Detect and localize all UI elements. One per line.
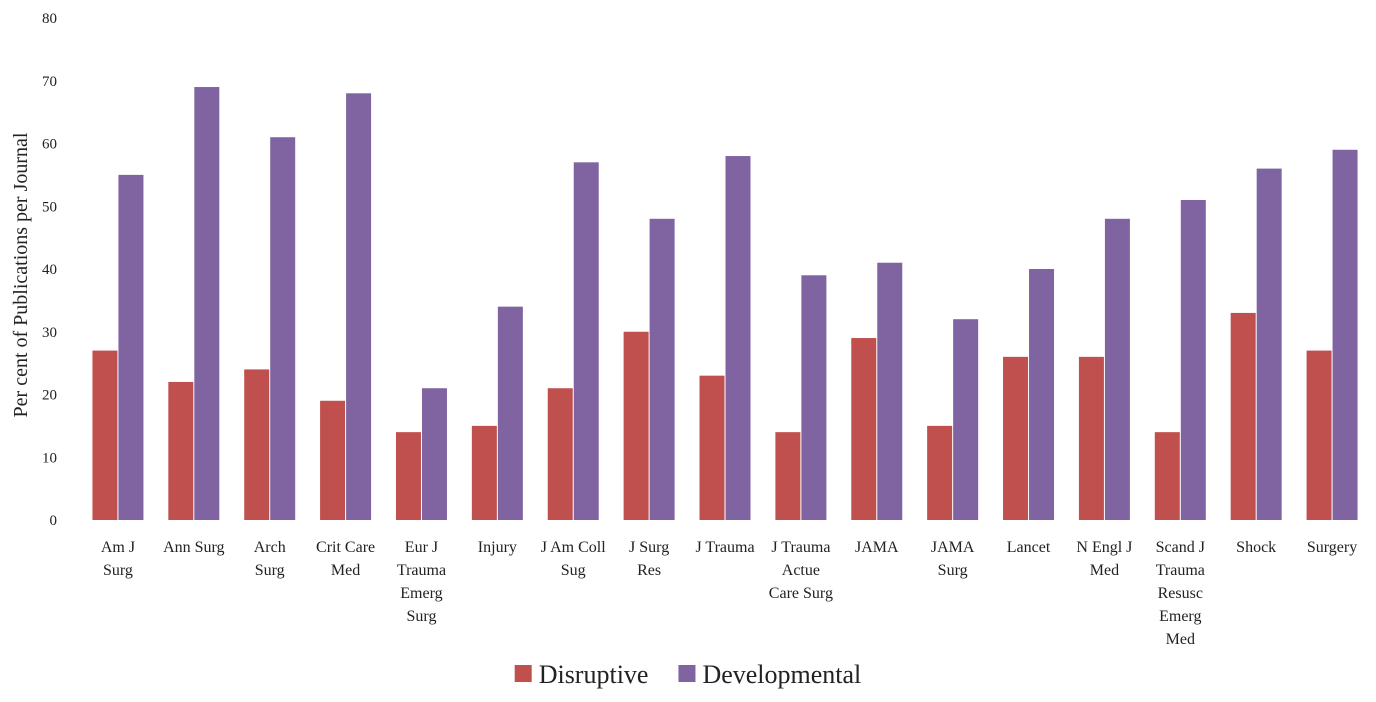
y-tick-label: 80 (42, 11, 57, 27)
bar-disruptive (1230, 312, 1256, 520)
x-tick-label: Crit Care Med (316, 539, 375, 579)
legend: Disruptive Developmental (514, 660, 861, 689)
bar-developmental (1256, 168, 1282, 520)
bar-developmental (1104, 218, 1130, 521)
bar-disruptive (168, 381, 194, 520)
bar-developmental (725, 156, 751, 521)
x-tick-label: J Trauma Actue Care Surg (769, 539, 833, 602)
x-tick-label: J Trauma (695, 539, 754, 556)
x-tick-label: J Am Coll Sug (541, 539, 606, 579)
x-tick-label: JAMA Surg (931, 539, 975, 579)
x-tick-label: J Surg Res (629, 539, 669, 579)
bar-disruptive (1154, 432, 1180, 520)
bars (92, 87, 1358, 521)
bar-disruptive (244, 369, 270, 520)
x-tick-label: Ann Surg (163, 539, 225, 556)
bar-disruptive (851, 338, 877, 520)
bar-developmental (801, 275, 827, 520)
y-axis-title: Per cent of Publications per Journal (10, 132, 32, 417)
y-tick-label: 30 (42, 325, 57, 341)
legend-label-disruptive: Disruptive (539, 660, 649, 689)
y-tick-label: 0 (50, 513, 58, 529)
x-tick-label: Lancet (1007, 539, 1051, 556)
bar-developmental (573, 162, 599, 520)
x-tick-label: N Engl J Med (1076, 539, 1132, 579)
y-axis-ticks: 0 10 20 30 40 50 60 70 80 (42, 11, 57, 529)
x-tick-label: Am J Surg (101, 539, 135, 579)
x-tick-label: Eur J Trauma Emerg Surg (397, 539, 446, 625)
bar-developmental (1180, 199, 1206, 520)
y-tick-label: 60 (42, 137, 57, 153)
bar-disruptive (1306, 350, 1332, 520)
bar-disruptive (320, 400, 346, 520)
bar-disruptive (623, 331, 649, 520)
bar-developmental (877, 262, 903, 520)
bar-disruptive (92, 350, 118, 520)
bar-disruptive (1078, 356, 1104, 520)
bar-developmental (194, 87, 220, 521)
bar-developmental (270, 137, 296, 520)
bar-developmental (953, 319, 979, 520)
y-tick-label: 10 (42, 450, 57, 466)
x-tick-label: Surgery (1307, 539, 1357, 556)
bar-developmental (421, 388, 447, 520)
x-tick-label: Arch Surg (254, 539, 286, 579)
legend-swatch-developmental (678, 665, 696, 682)
bar-disruptive (927, 425, 953, 520)
x-axis-labels: Am J Surg Ann Surg Arch Surg Crit Care Med Eur … (101, 539, 1357, 648)
bar-disruptive (395, 432, 421, 520)
bar-developmental (497, 306, 523, 520)
bar-developmental (649, 218, 675, 521)
bar-disruptive (1003, 356, 1029, 520)
legend-label-developmental: Developmental (702, 660, 861, 689)
bar-disruptive (547, 388, 573, 520)
y-tick-label: 70 (42, 74, 57, 90)
bar-developmental (346, 93, 372, 521)
bar-developmental (1332, 149, 1358, 520)
y-tick-label: 20 (42, 388, 57, 404)
x-tick-label: JAMA (855, 539, 899, 556)
bar-disruptive (775, 432, 801, 520)
legend-swatch-disruptive (514, 665, 532, 682)
bar-disruptive (471, 425, 497, 520)
y-tick-label: 50 (42, 199, 57, 215)
bar-developmental (118, 174, 144, 520)
bar-disruptive (699, 375, 725, 520)
y-tick-label: 40 (42, 262, 57, 278)
x-tick-label: Injury (478, 539, 517, 556)
x-tick-label: Shock (1236, 539, 1276, 556)
bar-developmental (1029, 269, 1055, 520)
x-tick-label: Scand J Trauma Resusc Emerg Med (1156, 539, 1205, 648)
